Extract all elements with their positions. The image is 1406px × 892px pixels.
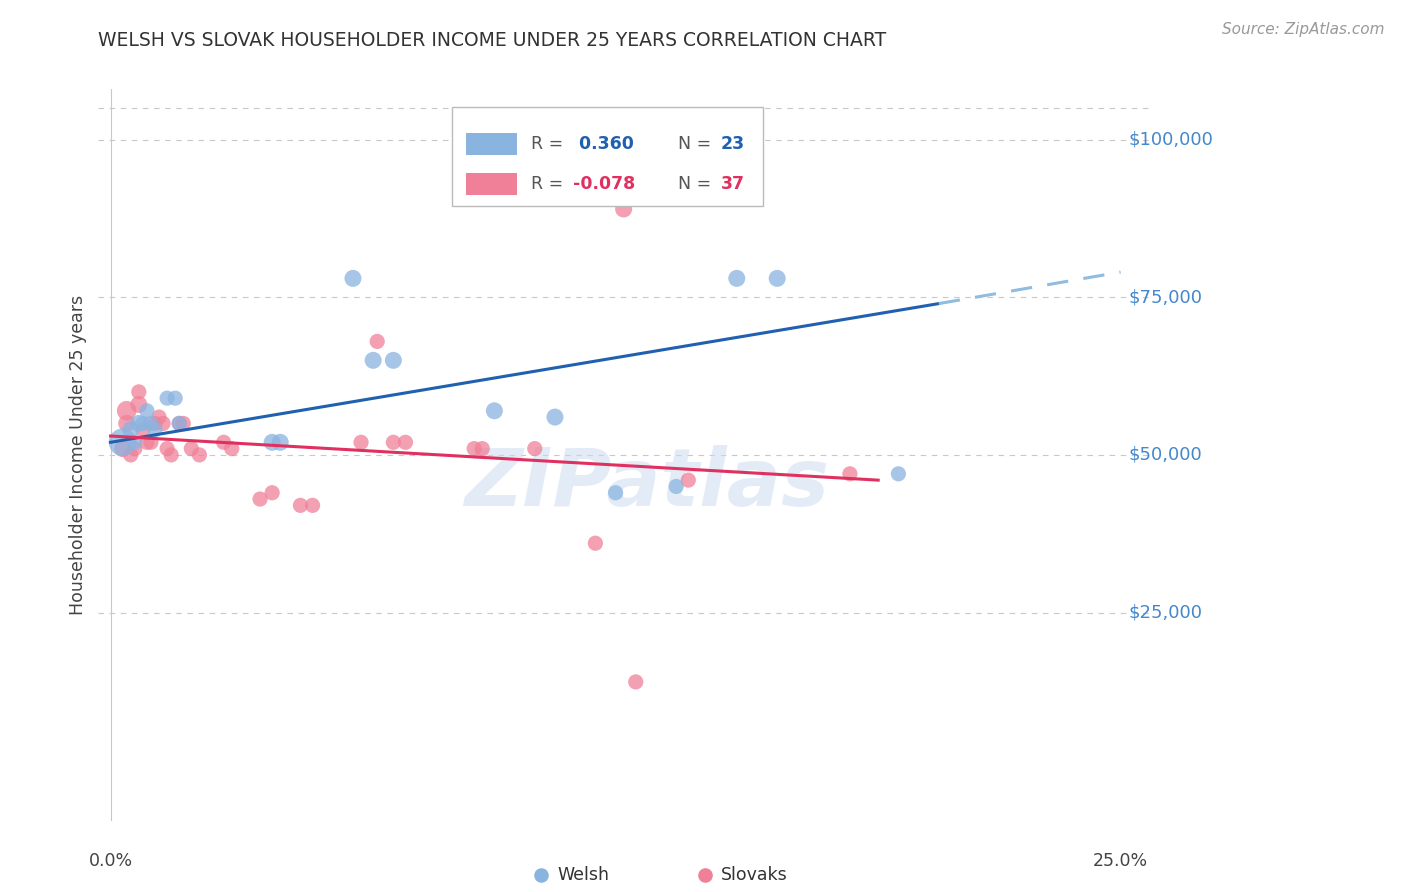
Text: R =: R = (531, 176, 568, 194)
FancyBboxPatch shape (467, 133, 517, 155)
Point (605, 485, 627, 500)
Text: $75,000: $75,000 (1129, 288, 1202, 306)
Text: 25.0%: 25.0% (1092, 852, 1149, 871)
FancyBboxPatch shape (467, 173, 517, 195)
Point (262, 485, 284, 500)
Point (143, 417, 166, 431)
Point (128, 417, 150, 431)
Point (156, 391, 179, 405)
Text: 0.0%: 0.0% (89, 852, 132, 871)
Point (120, 423, 142, 437)
Point (132, 423, 155, 437)
Text: N =: N = (678, 135, 717, 153)
Point (394, 435, 416, 450)
Point (678, 473, 700, 487)
Point (471, 442, 494, 456)
Point (544, 410, 567, 425)
Point (262, 435, 284, 450)
Point (249, 491, 271, 506)
Point (139, 435, 162, 450)
Text: 23: 23 (721, 135, 745, 153)
Text: Welsh: Welsh (557, 866, 609, 885)
Text: $100,000: $100,000 (1129, 130, 1213, 149)
Point (111, 435, 134, 450)
Point (156, 442, 179, 456)
Point (361, 353, 384, 368)
Point (613, 202, 636, 216)
Text: N =: N = (678, 176, 717, 194)
Point (342, 271, 364, 285)
Text: Source: ZipAtlas.com: Source: ZipAtlas.com (1222, 22, 1385, 37)
Point (382, 353, 405, 368)
Point (165, 391, 187, 405)
Point (366, 334, 388, 349)
Text: ZIPatlas: ZIPatlas (464, 445, 830, 524)
FancyBboxPatch shape (451, 108, 763, 206)
Point (301, 499, 323, 513)
Point (523, 442, 546, 456)
Point (382, 435, 405, 450)
Point (152, 417, 174, 431)
Point (115, 404, 138, 418)
Point (766, 271, 789, 285)
Point (290, 499, 312, 513)
Point (172, 417, 194, 431)
Point (135, 404, 157, 418)
Point (484, 404, 506, 418)
Point (132, 417, 155, 431)
Text: 0.360: 0.360 (574, 135, 634, 153)
Point (124, 435, 146, 450)
Point (148, 410, 170, 425)
Point (160, 448, 183, 462)
Text: Slovaks: Slovaks (721, 866, 787, 885)
Point (115, 417, 138, 431)
Text: R =: R = (531, 135, 568, 153)
Text: -0.078: -0.078 (574, 176, 636, 194)
Point (124, 442, 146, 456)
Point (583, 536, 606, 550)
Point (167, 417, 190, 431)
Y-axis label: Householder Income Under 25 years: Householder Income Under 25 years (69, 295, 87, 615)
Point (212, 435, 235, 450)
Point (624, 674, 647, 689)
Point (128, 384, 150, 399)
Point (221, 442, 243, 456)
Point (111, 442, 134, 456)
Point (180, 442, 202, 456)
Point (143, 423, 166, 437)
Point (838, 467, 860, 481)
Point (188, 448, 211, 462)
Text: $25,000: $25,000 (1129, 604, 1202, 622)
Text: 37: 37 (721, 176, 745, 194)
Point (139, 417, 162, 431)
Point (135, 435, 157, 450)
Point (167, 417, 190, 431)
Point (350, 435, 373, 450)
Point (725, 271, 748, 285)
Point (120, 448, 142, 462)
Point (463, 442, 485, 456)
Point (665, 479, 688, 493)
Point (269, 435, 291, 450)
Text: $50,000: $50,000 (1129, 446, 1202, 464)
Point (887, 467, 910, 481)
Text: WELSH VS SLOVAK HOUSEHOLDER INCOME UNDER 25 YEARS CORRELATION CHART: WELSH VS SLOVAK HOUSEHOLDER INCOME UNDER… (98, 31, 887, 50)
Point (128, 397, 150, 411)
